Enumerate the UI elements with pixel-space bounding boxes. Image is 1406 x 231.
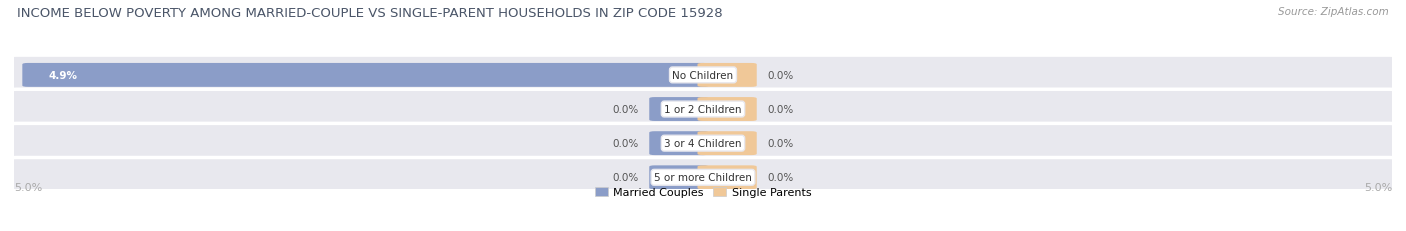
FancyBboxPatch shape bbox=[697, 98, 756, 122]
Text: 0.0%: 0.0% bbox=[612, 173, 638, 182]
Text: Source: ZipAtlas.com: Source: ZipAtlas.com bbox=[1278, 7, 1389, 17]
Text: 1 or 2 Children: 1 or 2 Children bbox=[664, 105, 742, 115]
FancyBboxPatch shape bbox=[697, 64, 756, 88]
Text: 0.0%: 0.0% bbox=[612, 139, 638, 149]
FancyBboxPatch shape bbox=[6, 124, 1400, 163]
FancyBboxPatch shape bbox=[697, 132, 756, 155]
Text: 5.0%: 5.0% bbox=[1364, 182, 1392, 192]
FancyBboxPatch shape bbox=[6, 56, 1400, 95]
Text: 0.0%: 0.0% bbox=[768, 173, 794, 182]
Text: 5 or more Children: 5 or more Children bbox=[654, 173, 752, 182]
FancyBboxPatch shape bbox=[22, 64, 709, 88]
Text: 0.0%: 0.0% bbox=[768, 71, 794, 81]
Text: No Children: No Children bbox=[672, 71, 734, 81]
FancyBboxPatch shape bbox=[6, 90, 1400, 129]
Text: 4.9%: 4.9% bbox=[48, 71, 77, 81]
Text: 0.0%: 0.0% bbox=[612, 105, 638, 115]
Text: INCOME BELOW POVERTY AMONG MARRIED-COUPLE VS SINGLE-PARENT HOUSEHOLDS IN ZIP COD: INCOME BELOW POVERTY AMONG MARRIED-COUPL… bbox=[17, 7, 723, 20]
FancyBboxPatch shape bbox=[6, 158, 1400, 197]
FancyBboxPatch shape bbox=[650, 98, 709, 122]
Text: 0.0%: 0.0% bbox=[768, 139, 794, 149]
FancyBboxPatch shape bbox=[697, 166, 756, 189]
FancyBboxPatch shape bbox=[650, 132, 709, 155]
FancyBboxPatch shape bbox=[650, 166, 709, 189]
Text: 0.0%: 0.0% bbox=[768, 105, 794, 115]
Legend: Married Couples, Single Parents: Married Couples, Single Parents bbox=[591, 182, 815, 202]
Text: 5.0%: 5.0% bbox=[14, 182, 42, 192]
Text: 3 or 4 Children: 3 or 4 Children bbox=[664, 139, 742, 149]
